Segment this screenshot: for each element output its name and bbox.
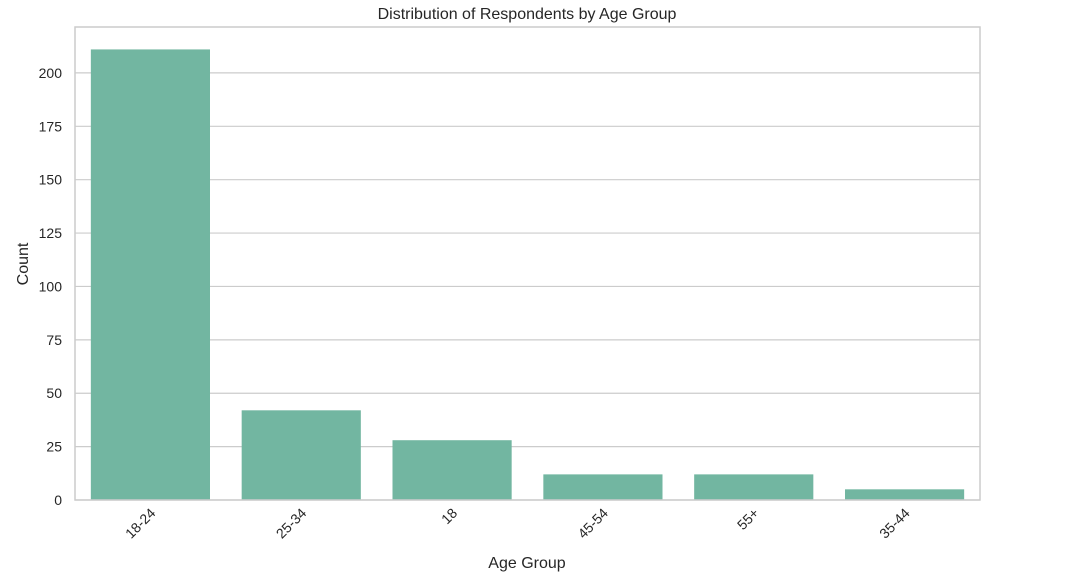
x-tick-label: 55+ bbox=[734, 505, 762, 533]
y-tick-label: 100 bbox=[39, 278, 63, 294]
y-tick-label: 25 bbox=[46, 439, 62, 455]
y-tick-label: 150 bbox=[39, 172, 63, 188]
x-tick-label: 45-54 bbox=[574, 505, 611, 542]
plot-frame bbox=[74, 26, 981, 501]
bar-55+ bbox=[694, 474, 814, 500]
bar-18-24 bbox=[90, 49, 210, 501]
bars bbox=[90, 49, 965, 501]
y-tick-label: 200 bbox=[39, 65, 63, 81]
x-tick-label: 18 bbox=[438, 505, 460, 527]
bar-45-54 bbox=[543, 474, 663, 500]
grid-lines bbox=[75, 72, 980, 501]
bar-25-34 bbox=[241, 410, 361, 500]
y-tick-labels: 0 25 50 75 100 125 150 175 200 bbox=[39, 65, 63, 508]
bar-35-44 bbox=[845, 489, 965, 500]
y-tick-label: 175 bbox=[39, 118, 63, 134]
x-axis-label: Age Group bbox=[488, 555, 565, 572]
y-tick-label: 0 bbox=[54, 492, 62, 508]
x-tick-labels: 18-24 25-34 18 45-54 55+ 35-44 bbox=[122, 505, 913, 542]
bar-18 bbox=[392, 440, 512, 500]
chart-title: Distribution of Respondents by Age Group bbox=[378, 6, 677, 23]
x-tick-label: 25-34 bbox=[273, 505, 310, 542]
y-tick-label: 75 bbox=[46, 332, 62, 348]
x-tick-label: 18-24 bbox=[122, 505, 159, 542]
x-tick-label: 35-44 bbox=[876, 505, 913, 542]
y-axis-label: Count bbox=[15, 242, 32, 285]
y-tick-label: 50 bbox=[46, 385, 62, 401]
y-tick-label: 125 bbox=[39, 225, 63, 241]
